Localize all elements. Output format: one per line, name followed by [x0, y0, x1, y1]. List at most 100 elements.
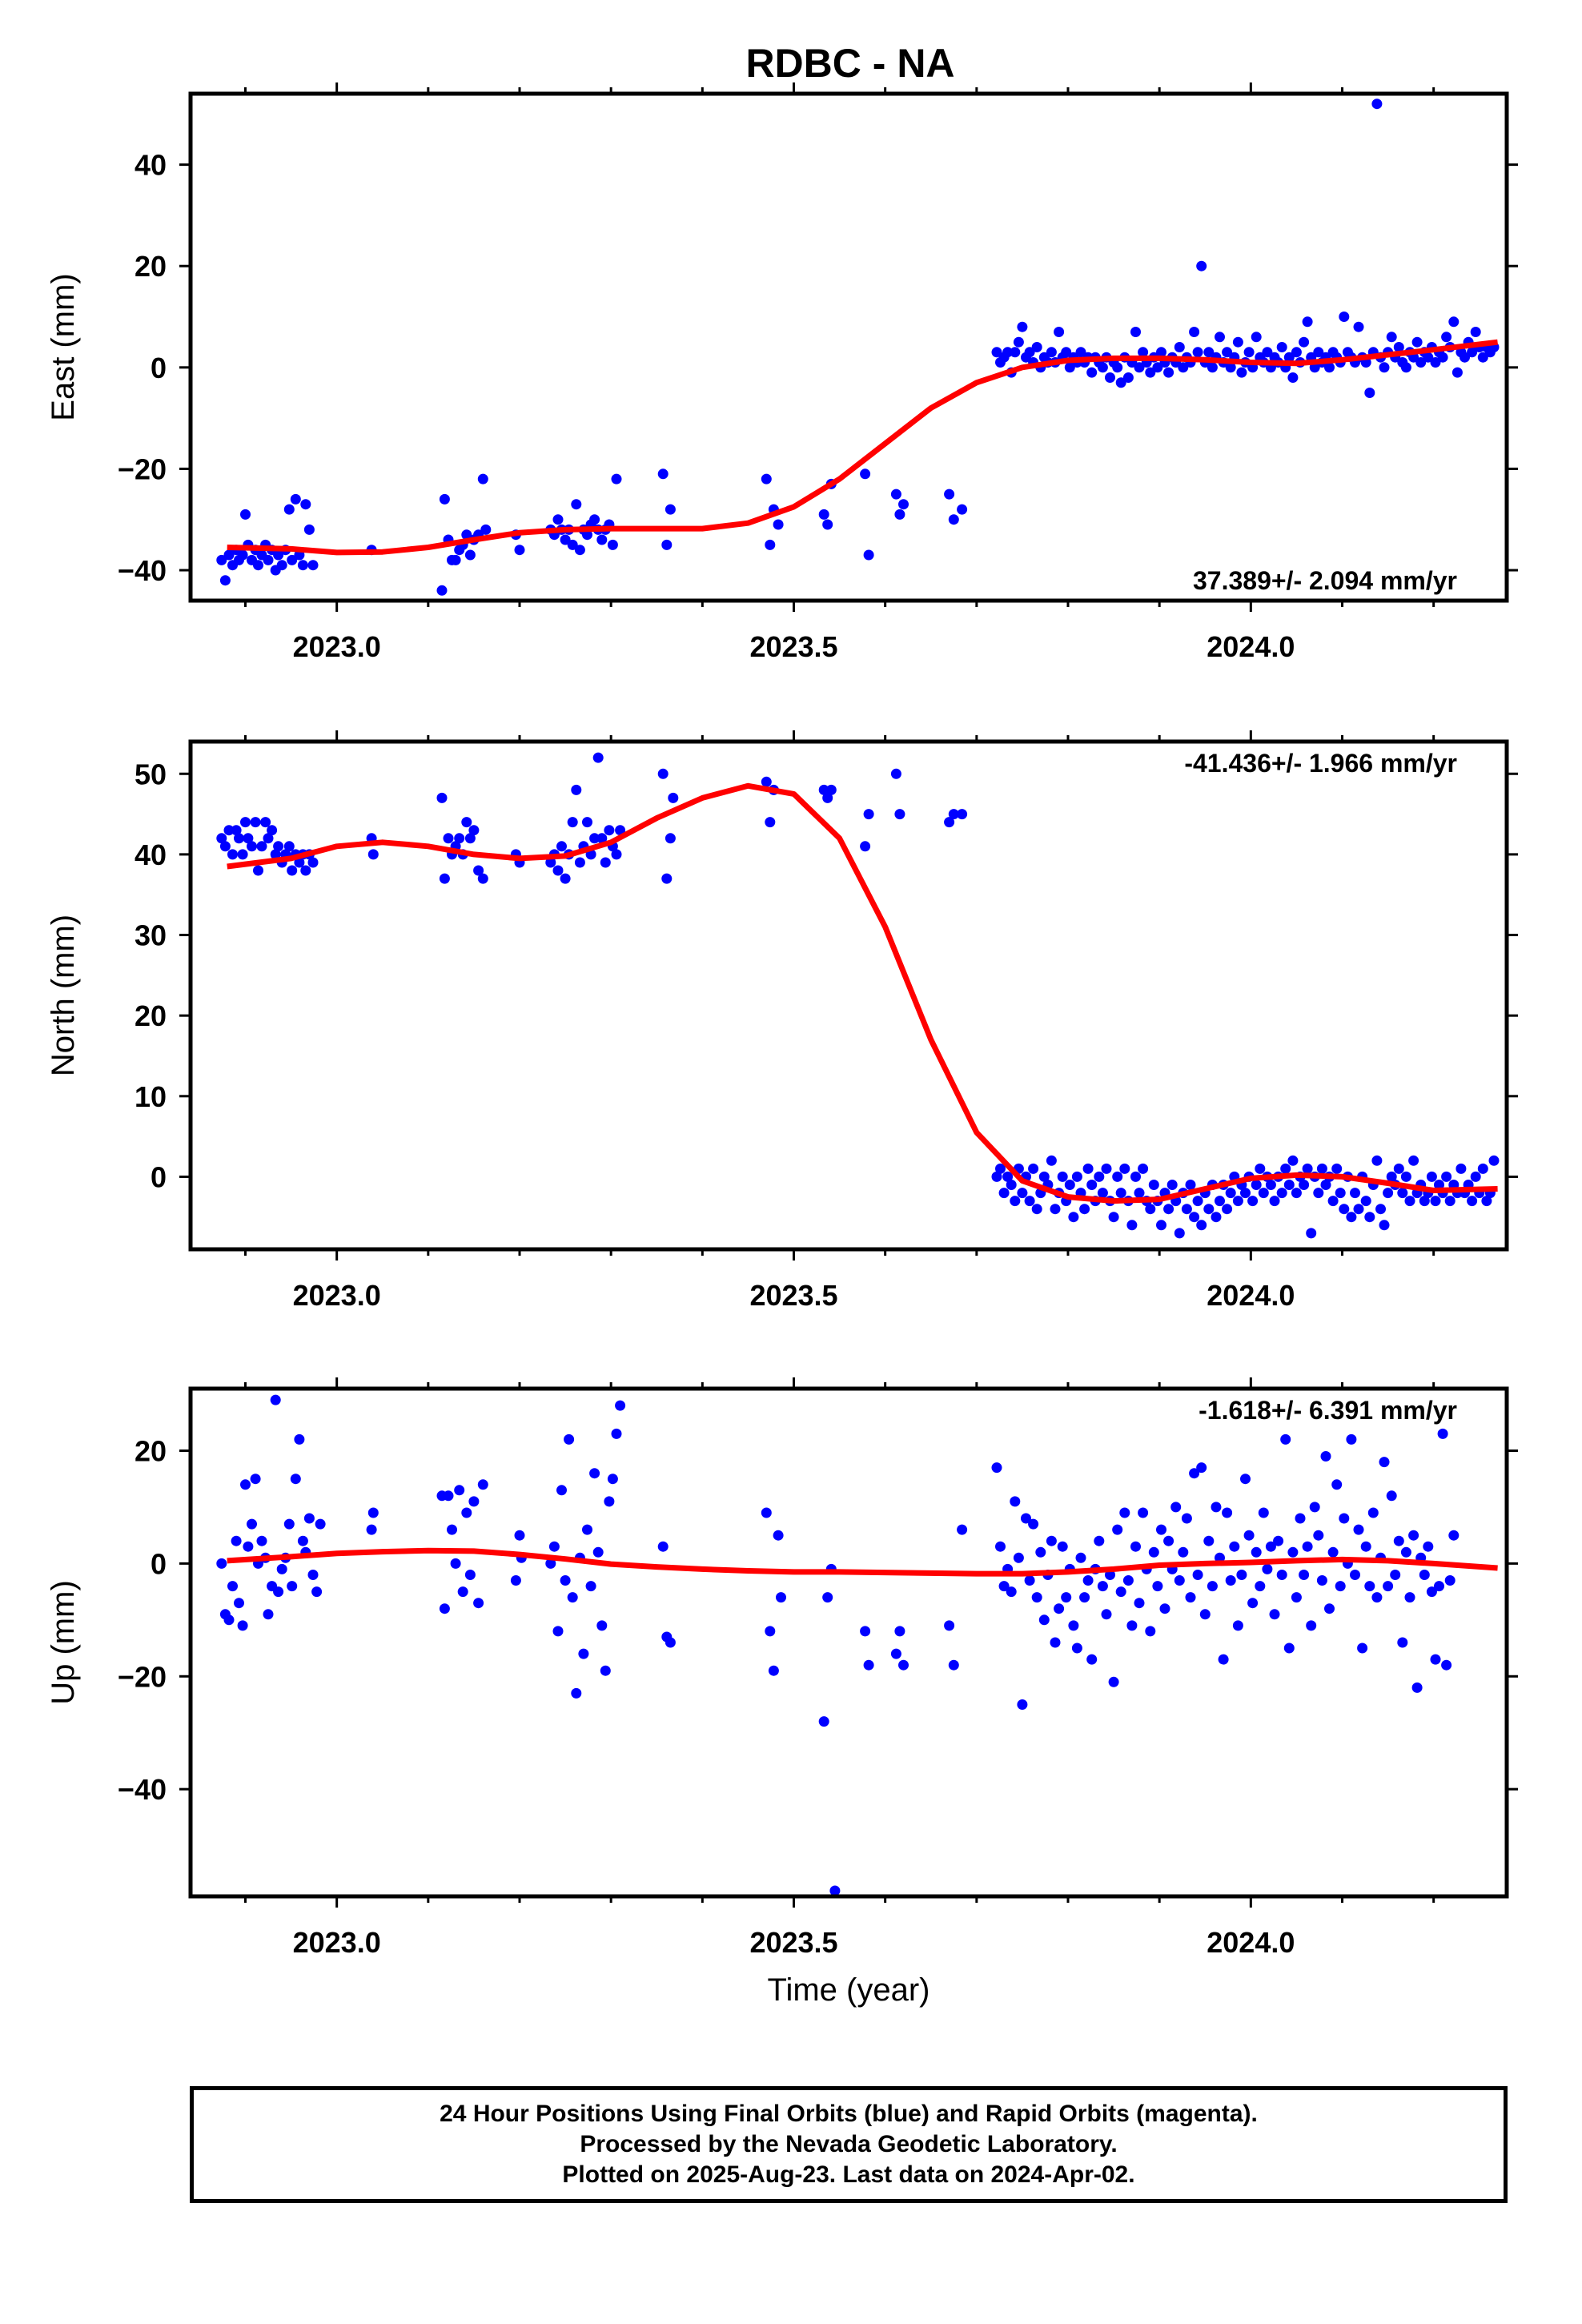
x-tick-label: 2024.0 — [1207, 1279, 1295, 1312]
data-point — [367, 849, 379, 860]
data-point — [825, 784, 837, 795]
data-point — [454, 833, 465, 844]
data-point — [1134, 1188, 1145, 1199]
data-point — [1379, 1220, 1390, 1231]
data-point — [1477, 1163, 1488, 1174]
data-point — [1054, 327, 1065, 337]
data-point — [1335, 1188, 1346, 1199]
data-point — [457, 1586, 468, 1598]
data-point — [1437, 352, 1448, 363]
data-point — [1196, 260, 1207, 271]
data-point — [1302, 1163, 1313, 1174]
velocity-rate-label: 37.389+/- 2.094 mm/yr — [1193, 566, 1457, 595]
data-point — [661, 539, 673, 550]
data-point — [263, 554, 274, 565]
data-point — [1467, 1196, 1478, 1207]
data-point — [657, 468, 669, 480]
data-point — [1101, 1609, 1112, 1620]
data-point — [247, 1518, 257, 1530]
data-point — [1038, 1614, 1050, 1626]
x-tick-label: 2023.5 — [749, 1926, 837, 1959]
data-point — [1291, 1592, 1302, 1603]
data-point — [1178, 1546, 1189, 1558]
data-point — [1360, 1196, 1371, 1207]
data-point — [1046, 347, 1057, 358]
data-point — [582, 1524, 592, 1535]
panel-up: 2023.0 2023.5 2024.0 −40 −20 0 20 Up (mm) Time (… — [46, 1377, 1518, 2008]
x-tick-label: 2023.5 — [749, 630, 837, 663]
data-point — [1079, 1204, 1090, 1215]
data-point — [1448, 316, 1460, 328]
data-point — [227, 849, 238, 860]
data-point — [436, 585, 448, 596]
data-point — [297, 560, 308, 571]
x-tick-label: 2024.0 — [1207, 1926, 1295, 1959]
data-point — [1240, 1474, 1251, 1485]
data-point — [1460, 352, 1470, 363]
data-point — [450, 1558, 461, 1569]
data-point — [1481, 1196, 1492, 1207]
data-point — [571, 499, 582, 510]
data-point — [991, 1462, 1002, 1474]
data-point — [1105, 372, 1115, 383]
data-point — [1166, 1180, 1178, 1190]
data-point — [1247, 1196, 1259, 1207]
data-point — [1346, 1212, 1357, 1223]
data-point — [998, 1188, 1010, 1199]
data-point — [303, 524, 315, 535]
data-point — [560, 534, 571, 545]
data-point — [231, 825, 242, 836]
data-point — [1441, 332, 1452, 343]
x-tick-label: 2024.0 — [1207, 630, 1295, 663]
data-point — [1386, 332, 1397, 343]
data-point — [1215, 332, 1225, 343]
data-point — [1017, 1188, 1028, 1199]
y-tick-label: 0 — [151, 1547, 167, 1580]
data-point — [560, 873, 571, 884]
data-point — [1240, 1188, 1251, 1199]
data-point — [600, 1665, 611, 1676]
data-point — [1115, 377, 1126, 388]
data-point — [829, 1885, 841, 1896]
data-point — [1397, 1637, 1408, 1648]
data-point — [294, 857, 305, 868]
data-point — [668, 792, 679, 803]
data-point — [300, 865, 311, 876]
data-point — [1181, 1513, 1192, 1524]
data-point — [247, 841, 257, 852]
data-point — [1097, 362, 1108, 373]
data-point — [1327, 1196, 1339, 1207]
y-tick-label: 40 — [135, 149, 167, 182]
data-point — [998, 1581, 1010, 1592]
data-point — [290, 1474, 301, 1485]
data-point — [1283, 1642, 1295, 1654]
data-point — [290, 493, 301, 505]
data-point — [216, 1558, 227, 1569]
data-point — [270, 849, 281, 860]
data-point — [1470, 1171, 1481, 1182]
data-point — [1108, 1212, 1119, 1223]
y-tick-label: −40 — [118, 554, 167, 587]
data-point — [287, 865, 298, 876]
data-point — [1316, 1575, 1327, 1586]
data-point — [860, 468, 871, 480]
data-point — [818, 1716, 829, 1727]
data-point — [1379, 362, 1390, 373]
data-point — [436, 792, 448, 803]
data-point — [1178, 362, 1189, 373]
data-point — [1251, 332, 1262, 343]
data-point — [1192, 347, 1203, 358]
data-point — [948, 809, 959, 820]
data-point — [243, 833, 254, 844]
data-point — [1021, 1513, 1031, 1524]
data-point — [1236, 367, 1247, 378]
data-point — [1302, 316, 1313, 328]
data-point — [443, 1490, 454, 1502]
data-point — [1031, 1592, 1042, 1603]
data-point — [256, 841, 267, 852]
x-axis-label: Time (year) — [768, 1972, 930, 2008]
data-point — [765, 1626, 776, 1637]
panels: 2023.0 2023.5 2024.0 −40 −20 0 20 40 East (mm) 37… — [46, 82, 1518, 2008]
data-point — [1024, 347, 1035, 358]
y-tick-label: 50 — [135, 758, 167, 790]
